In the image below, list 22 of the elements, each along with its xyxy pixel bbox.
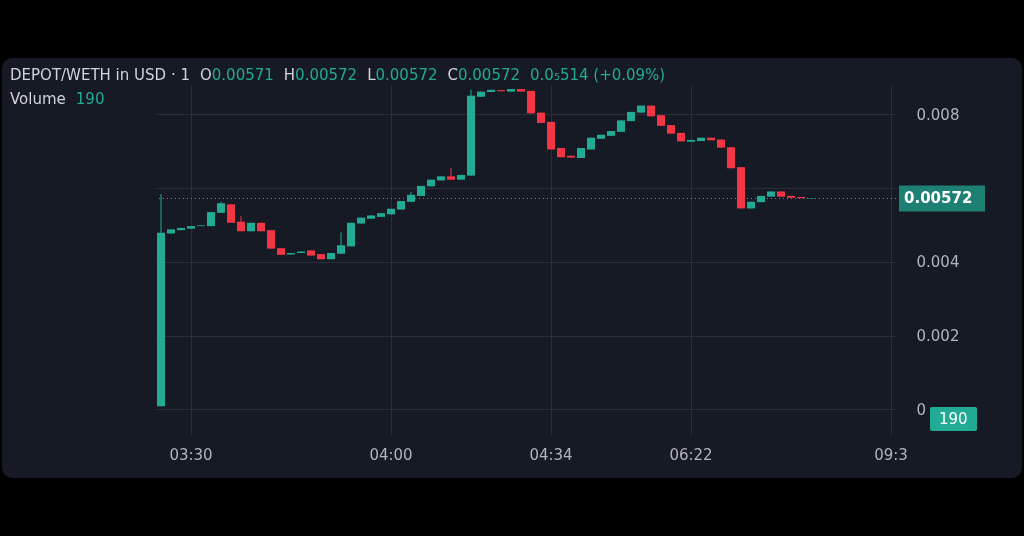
- candlestick: [447, 167, 455, 181]
- text: O0.00571: [199, 66, 274, 84]
- candlestick: [267, 229, 275, 250]
- y-tick-label: 0.002: [916, 327, 960, 346]
- text: C0.00572: [447, 66, 521, 84]
- x-tick-label: 04:34: [529, 445, 573, 464]
- text: Volume 190: [10, 90, 105, 108]
- text: 0.0₅514 (+0.09%): [530, 66, 666, 84]
- x-tick-label: 06:22: [669, 445, 713, 464]
- text: 190: [930, 407, 977, 431]
- x-tick-label: 03:30: [169, 445, 213, 464]
- chart-title: DEPOT/WETH in USD · 1: [10, 66, 190, 84]
- text: L0.00572: [367, 66, 438, 84]
- y-tick-label: 0: [916, 400, 927, 419]
- ref-line-label: 0.00572: [904, 189, 973, 208]
- x-tick-label: 04:00: [369, 445, 413, 464]
- candlestick: [337, 231, 345, 255]
- y-tick-label: 0.008: [916, 105, 960, 124]
- x-tick-label: 09:3: [874, 445, 908, 464]
- y-tick-label: 0.004: [916, 253, 960, 272]
- candlestick: [227, 203, 235, 224]
- text: H0.00572: [283, 66, 358, 84]
